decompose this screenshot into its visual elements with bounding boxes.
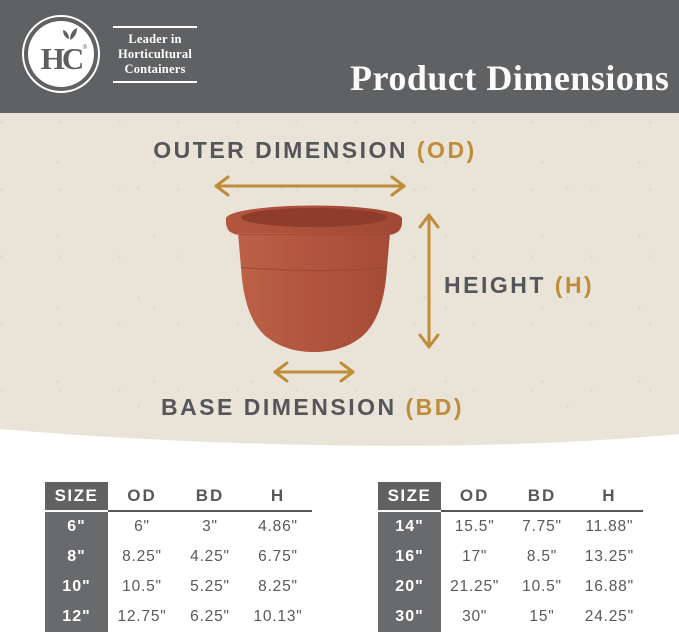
table-row: 20" 21.25" 10.5" 16.88" xyxy=(378,572,643,602)
value-cell: 8.25" xyxy=(258,578,298,595)
size-cell: 30" xyxy=(378,602,441,632)
tagline-rule-bottom xyxy=(113,80,197,83)
column-header-cell: H xyxy=(602,486,617,505)
size-header-cell: SIZE xyxy=(378,482,441,510)
table-row: 12" 12.75" 6.25" 10.13" xyxy=(45,602,312,632)
tagline-line-2: Horticultural xyxy=(117,46,193,61)
table-row: 6" 6" 3" 4.86" xyxy=(45,512,312,542)
base-dimension-text: BASE DIMENSION xyxy=(160,394,397,420)
size-cell: 8" xyxy=(45,542,108,572)
logo-monogram: HC xyxy=(40,41,84,76)
value-cell: 8.25" xyxy=(122,548,162,565)
size-cell: 16" xyxy=(378,542,441,572)
size-table-large: SIZE OD BD H 14" 15.5" 7.75" 11.88" 16" 17" 8.5" 13… xyxy=(378,482,643,632)
height-text: HEIGHT xyxy=(444,272,546,298)
table-row: 8" 8.25" 4.25" 6.75" xyxy=(45,542,312,572)
value-cell: 3" xyxy=(202,518,218,535)
divider-size-gap xyxy=(378,510,441,512)
size-cell: 20" xyxy=(378,572,441,602)
outer-dimension-label: OUTER DIMENSION (OD) xyxy=(85,137,545,164)
value-cell: 13.25" xyxy=(584,548,634,565)
divider-line xyxy=(441,510,643,512)
outer-dimension-arrow xyxy=(214,175,406,197)
size-cell: 10" xyxy=(45,572,108,602)
value-cell: 7.75" xyxy=(522,518,562,535)
value-cell: 6.25" xyxy=(190,608,230,625)
table-row: 16" 17" 8.5" 13.25" xyxy=(378,542,643,572)
table-header-row: SIZE OD BD H xyxy=(45,482,312,510)
size-table-small: SIZE OD BD H 6" 6" 3" 4.86" 8" 8.25" 4.25" 6.75" 10"… xyxy=(45,482,312,632)
size-cell: 6" xyxy=(45,512,108,542)
brand-tagline: Leader in Horticultural Containers xyxy=(113,25,197,83)
size-cell: 14" xyxy=(378,512,441,542)
value-cell: 17" xyxy=(462,548,488,565)
value-cell: 12.75" xyxy=(117,608,167,625)
base-dimension-label: BASE DIMENSION (BD) xyxy=(85,394,540,421)
column-header-cell: OD xyxy=(127,486,157,505)
outer-dimension-text: OUTER DIMENSION xyxy=(153,137,408,163)
base-dimension-abbr: (BD) xyxy=(405,394,465,420)
hc-logo: HC ® xyxy=(22,15,100,93)
brand-block: HC ® Leader in Horticultural Containers xyxy=(22,15,197,93)
table-row: 10" 10.5" 5.25" 8.25" xyxy=(45,572,312,602)
table-row: 14" 15.5" 7.75" 11.88" xyxy=(378,512,643,542)
value-cell: 24.25" xyxy=(584,608,634,625)
size-header-cell: SIZE xyxy=(45,482,108,510)
tagline-line-3: Containers xyxy=(124,61,186,76)
hc-logo-disc: HC ® xyxy=(28,21,94,87)
height-arrow xyxy=(418,213,440,349)
divider-size-gap xyxy=(45,510,108,512)
value-cell: 11.88" xyxy=(585,518,634,535)
column-header-cell: H xyxy=(270,486,286,505)
header-bar: HC ® Leader in Horticultural Containers … xyxy=(0,0,679,113)
value-cell: 4.25" xyxy=(190,548,230,565)
value-cell: 16.88" xyxy=(584,578,634,595)
tagline-rule-top xyxy=(113,25,197,28)
tagline-line-1: Leader in xyxy=(128,31,182,46)
value-cell: 30" xyxy=(462,608,488,625)
page-title: Product Dimensions xyxy=(350,58,670,99)
hero-curve-edge xyxy=(0,424,679,446)
value-cell: 10.5" xyxy=(522,578,562,595)
height-label: HEIGHT (H) xyxy=(444,272,594,299)
header-divider xyxy=(45,510,312,512)
value-cell: 10.5" xyxy=(122,578,162,595)
value-cell: 10.13" xyxy=(253,608,303,625)
table-row: 30" 30" 15" 24.25" xyxy=(378,602,643,632)
value-cell: 5.25" xyxy=(190,578,230,595)
header-divider xyxy=(378,510,643,512)
outer-dimension-abbr: (OD) xyxy=(416,137,477,163)
value-cell: 8.5" xyxy=(526,548,558,565)
base-dimension-arrow xyxy=(273,361,355,383)
value-cell: 4.86" xyxy=(258,518,298,535)
column-header-cell: BD xyxy=(527,486,557,505)
registered-mark: ® xyxy=(82,45,87,51)
table-header-row: SIZE OD BD H xyxy=(378,482,643,510)
value-cell: 15" xyxy=(529,608,555,625)
size-cell: 12" xyxy=(45,602,108,632)
value-cell: 15.5" xyxy=(454,518,495,535)
value-cell: 6" xyxy=(134,518,150,535)
height-abbr: (H) xyxy=(554,272,595,298)
divider-line xyxy=(108,510,312,512)
pot-illustration xyxy=(226,205,402,352)
value-cell: 21.25" xyxy=(450,578,500,595)
leaf-icon xyxy=(63,28,77,40)
column-header-cell: OD xyxy=(459,486,490,505)
value-cell: 6.75" xyxy=(258,548,298,565)
column-header-cell: BD xyxy=(195,486,225,505)
